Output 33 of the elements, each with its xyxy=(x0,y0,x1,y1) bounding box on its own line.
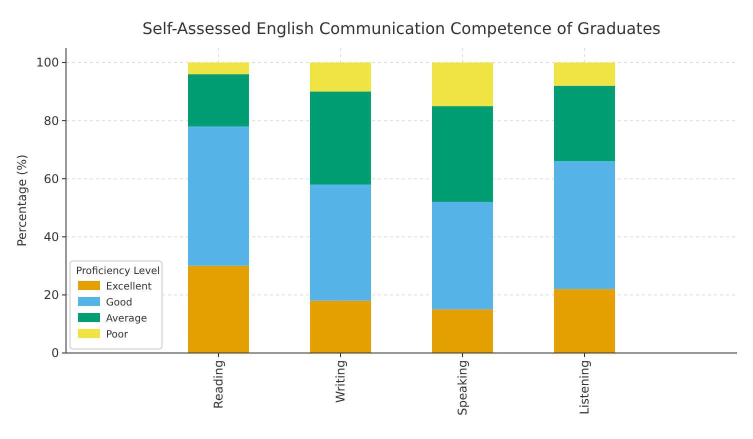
bar xyxy=(554,289,615,353)
y-tick-label: 20 xyxy=(44,288,59,302)
x-tick-label: Listening xyxy=(578,360,592,415)
y-tick-label: 60 xyxy=(44,172,59,186)
y-tick-label: 100 xyxy=(36,56,59,70)
bar xyxy=(310,62,371,92)
x-tick-label: Writing xyxy=(334,360,348,403)
bar xyxy=(432,309,493,353)
legend-label: Average xyxy=(106,314,148,324)
bar xyxy=(188,74,249,126)
legend-title: Proficiency Level xyxy=(76,266,160,277)
bar xyxy=(310,300,371,353)
bar xyxy=(554,62,615,86)
y-tick-label: 40 xyxy=(44,230,59,244)
x-tick-label: Reading xyxy=(212,360,226,409)
bar xyxy=(310,184,371,301)
y-tick-label: 0 xyxy=(51,346,59,360)
bar xyxy=(554,86,615,162)
chart-title: Self-Assessed English Communication Competence of Graduates xyxy=(142,19,661,38)
bar xyxy=(310,92,371,185)
x-tick-label: Speaking xyxy=(456,360,470,416)
bar xyxy=(432,62,493,106)
y-axis-title: Percentage (%) xyxy=(15,154,29,247)
y-tick-label: 80 xyxy=(44,114,59,128)
bar xyxy=(554,161,615,290)
legend-label: Good xyxy=(106,298,132,308)
bar xyxy=(188,126,249,266)
bar xyxy=(432,202,493,310)
bar xyxy=(188,62,249,74)
legend-label: Excellent xyxy=(106,282,152,292)
legend-label: Poor xyxy=(106,330,129,340)
bar xyxy=(432,106,493,202)
bar xyxy=(188,266,249,353)
